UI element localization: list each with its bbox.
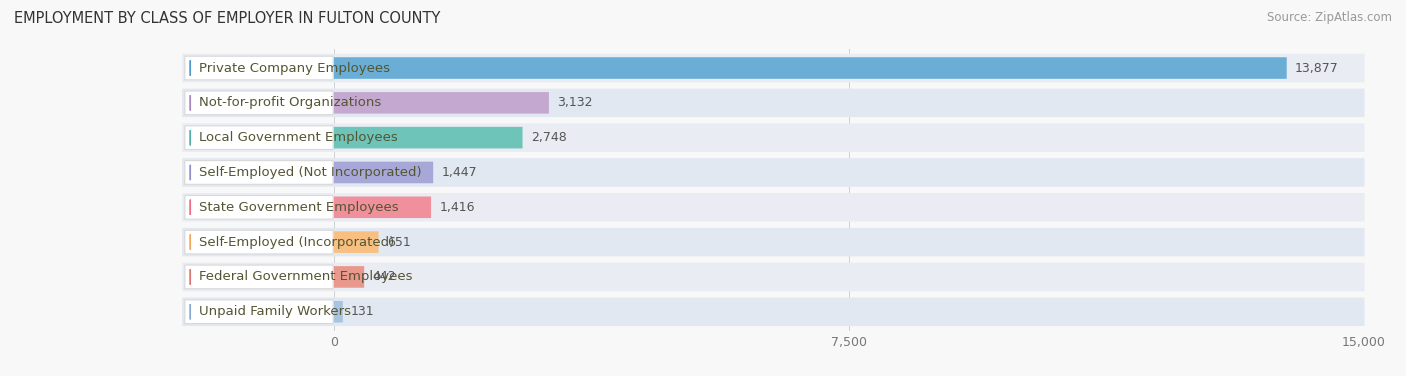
FancyBboxPatch shape	[333, 57, 1286, 79]
FancyBboxPatch shape	[183, 158, 1364, 187]
Text: Self-Employed (Not Incorporated): Self-Employed (Not Incorporated)	[200, 166, 422, 179]
FancyBboxPatch shape	[183, 263, 1364, 291]
FancyBboxPatch shape	[333, 301, 343, 323]
FancyBboxPatch shape	[333, 162, 433, 183]
FancyBboxPatch shape	[184, 265, 333, 289]
FancyBboxPatch shape	[333, 127, 523, 149]
Text: 1,416: 1,416	[439, 201, 475, 214]
FancyBboxPatch shape	[333, 266, 364, 288]
Text: Federal Government Employees: Federal Government Employees	[200, 270, 413, 284]
FancyBboxPatch shape	[184, 161, 333, 184]
Text: State Government Employees: State Government Employees	[200, 201, 399, 214]
FancyBboxPatch shape	[183, 54, 1364, 82]
FancyBboxPatch shape	[184, 56, 333, 80]
Text: Local Government Employees: Local Government Employees	[200, 131, 398, 144]
Text: 13,877: 13,877	[1295, 62, 1339, 74]
FancyBboxPatch shape	[184, 126, 333, 150]
FancyBboxPatch shape	[184, 91, 333, 115]
Text: Unpaid Family Workers: Unpaid Family Workers	[200, 305, 352, 318]
FancyBboxPatch shape	[333, 92, 548, 114]
Text: Private Company Employees: Private Company Employees	[200, 62, 391, 74]
FancyBboxPatch shape	[183, 228, 1364, 256]
FancyBboxPatch shape	[183, 89, 1364, 117]
Text: 3,132: 3,132	[557, 96, 593, 109]
Text: 651: 651	[387, 236, 411, 249]
FancyBboxPatch shape	[184, 196, 333, 219]
Text: EMPLOYMENT BY CLASS OF EMPLOYER IN FULTON COUNTY: EMPLOYMENT BY CLASS OF EMPLOYER IN FULTO…	[14, 11, 440, 26]
Text: 131: 131	[352, 305, 375, 318]
FancyBboxPatch shape	[183, 297, 1364, 326]
FancyBboxPatch shape	[333, 231, 378, 253]
Text: 1,447: 1,447	[441, 166, 477, 179]
FancyBboxPatch shape	[183, 123, 1364, 152]
FancyBboxPatch shape	[333, 197, 432, 218]
Text: 2,748: 2,748	[531, 131, 567, 144]
Text: Self-Employed (Incorporated): Self-Employed (Incorporated)	[200, 236, 395, 249]
FancyBboxPatch shape	[184, 300, 333, 324]
Text: Source: ZipAtlas.com: Source: ZipAtlas.com	[1267, 11, 1392, 24]
FancyBboxPatch shape	[184, 230, 333, 254]
Text: 442: 442	[373, 270, 396, 284]
Text: Not-for-profit Organizations: Not-for-profit Organizations	[200, 96, 381, 109]
FancyBboxPatch shape	[183, 193, 1364, 221]
